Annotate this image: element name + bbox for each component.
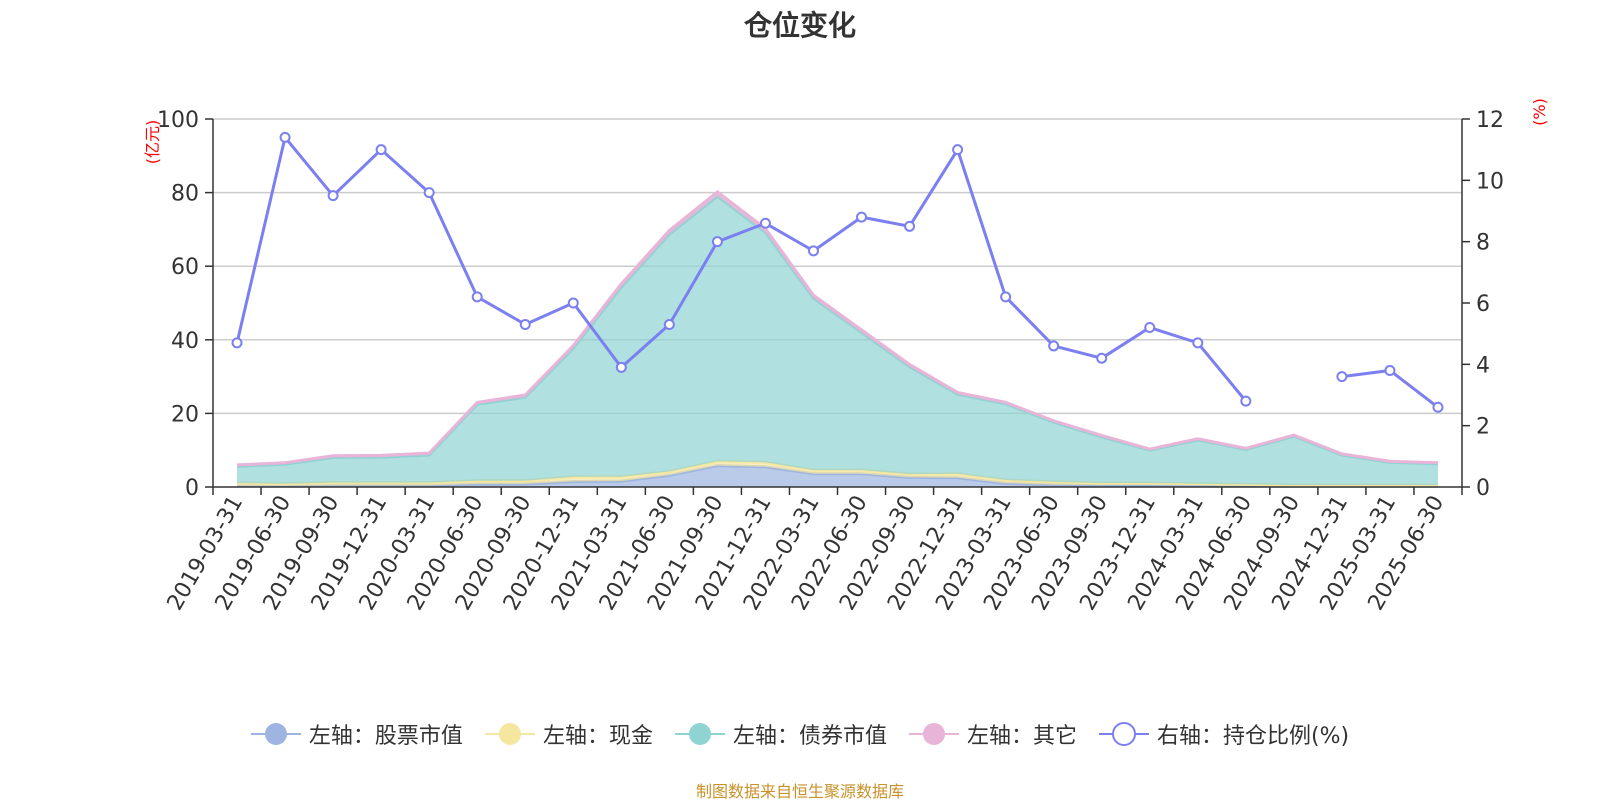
ratio-point-23 [1336,371,1348,383]
legend-swatch-other [908,723,959,745]
ratio-point-2 [327,190,339,202]
right-tick-label-2: 4 [1476,353,1490,378]
right-tick-label-3: 6 [1476,292,1490,317]
right-tick-label-1: 2 [1476,415,1490,440]
ratio-point-15 [952,144,964,156]
ratio-point-16 [1000,291,1012,303]
ratio-point-17 [1048,340,1060,352]
legend-label-other: 左轴：其它 [966,724,1077,749]
legend-swatch-stock [250,723,301,745]
left-axis-unit: (亿元) [143,120,162,165]
right-axis-unit: (%) [1530,98,1549,126]
left-tick-label-5: 100 [157,108,199,133]
ratio-point-11 [759,217,771,229]
ratio-point-10 [711,236,723,248]
legend-label-cash: 左轴：现金 [542,724,653,749]
ratio-point-0 [231,337,243,349]
ratio-point-6 [519,318,531,330]
left-tick-label-0: 0 [185,476,199,501]
legend-item-stock[interactable]: 左轴：股票市值 [250,718,463,750]
left-tick-label-2: 40 [171,329,199,354]
ratio-point-13 [856,211,868,223]
ratio-point-12 [807,245,819,257]
area-series-0 [237,465,1438,487]
ratio-point-14 [904,220,916,232]
legend-label-ratio: 右轴：持仓比例(%) [1156,724,1350,749]
legend-swatch-bond [674,723,725,745]
ratio-point-21 [1240,395,1252,407]
ratio-point-24 [1384,364,1396,376]
right-tick-label-4: 8 [1476,231,1490,256]
right-tick-label-0: 0 [1476,476,1490,501]
legend-item-cash[interactable]: 左轴：现金 [484,718,653,750]
ratio-point-19 [1144,322,1156,334]
left-tick-label-1: 20 [171,402,199,427]
legend: 左轴：股票市值 左轴：现金 左轴：债券市值 左轴：其它 右轴：持仓比例(%) [0,718,1600,750]
legend-item-bond[interactable]: 左轴：债券市值 [674,718,887,750]
chart-title: 仓位变化 [743,9,856,42]
legend-label-stock: 左轴：股票市值 [308,724,463,749]
source-footer: 制图数据来自恒生聚源数据库 [695,782,904,801]
ratio-point-1 [279,131,291,143]
legend-label-bond: 左轴：债券市值 [732,724,887,749]
legend-swatch-ratio [1098,722,1149,746]
area-line-series-3 [236,189,1439,467]
ratio-point-18 [1096,352,1108,364]
legend-item-ratio[interactable]: 右轴：持仓比例(%) [1098,718,1350,750]
ratio-point-20 [1192,337,1204,349]
ratio-point-7 [567,297,579,309]
area-series-2 [237,196,1438,486]
left-tick-label-3: 60 [171,255,199,280]
left-tick-label-4: 80 [171,182,199,207]
ratio-point-25 [1432,401,1444,413]
legend-swatch-cash [484,723,535,745]
ratio-point-3 [375,144,387,156]
ratio-point-4 [423,187,435,199]
legend-item-other[interactable]: 左轴：其它 [908,718,1077,750]
ratio-point-9 [663,318,675,330]
right-tick-label-5: 10 [1476,169,1504,194]
ratio-point-8 [615,361,627,373]
ratio-point-5 [471,291,483,303]
right-tick-label-6: 12 [1476,108,1504,133]
